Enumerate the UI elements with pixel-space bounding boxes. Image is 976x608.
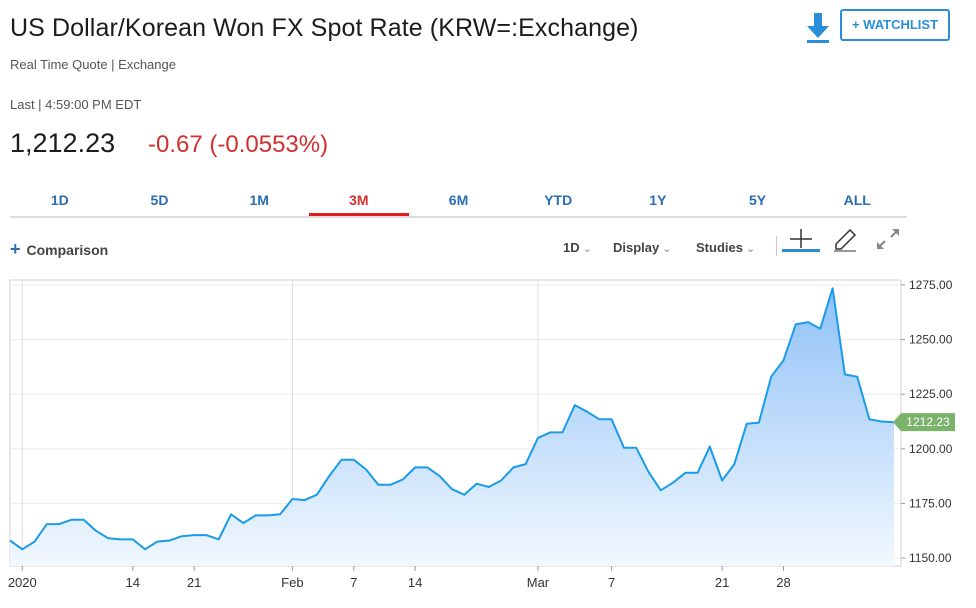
watchlist-button[interactable]: + WATCHLIST xyxy=(840,9,950,41)
x-tick-label: 14 xyxy=(126,575,140,590)
y-tick-label: 1150.00 xyxy=(909,551,952,565)
tab-1y[interactable]: 1Y xyxy=(649,192,667,208)
price-chart[interactable]: 1150.00 1175.00 1200.00 1225.00 1250.00 1275.… xyxy=(0,270,976,608)
y-tick-label: 1250.00 xyxy=(909,333,953,347)
interval-label: 1D xyxy=(563,240,580,255)
range-tabs: 1D 5D 1M 3M 6M YTD 1Y 5Y ALL xyxy=(10,186,907,218)
x-tick-label: 28 xyxy=(776,575,790,590)
x-tick-label: 21 xyxy=(187,575,201,590)
expand-icon[interactable] xyxy=(874,226,910,254)
page-title: US Dollar/Korean Won FX Spot Rate (KRW=:… xyxy=(10,14,639,42)
tab-3m[interactable]: 3M xyxy=(309,186,409,216)
y-tick-label: 1200.00 xyxy=(909,442,953,456)
comparison-label: Comparison xyxy=(26,242,109,258)
download-arrow-glyph xyxy=(807,13,829,43)
price-area xyxy=(10,288,894,566)
price-line xyxy=(9,287,895,551)
tab-6m[interactable]: 6M xyxy=(448,192,469,208)
last-price: 1,212.23 xyxy=(10,128,116,158)
display-dropdown[interactable]: Display ⌄ xyxy=(613,240,671,255)
chevron-down-icon: ⌄ xyxy=(582,243,592,255)
plus-icon: + xyxy=(10,239,21,259)
quote-source: Real Time Quote | Exchange xyxy=(10,57,176,72)
x-tick-label: 7 xyxy=(350,575,357,590)
expand-glyph xyxy=(877,229,899,249)
download-icon[interactable] xyxy=(804,12,832,44)
crosshair-glyph xyxy=(782,229,820,252)
x-tick-label: 7 xyxy=(608,575,615,590)
x-tick-label: Feb xyxy=(281,575,303,590)
last-value-label: 1212.23 xyxy=(906,415,950,429)
pencil-icon[interactable] xyxy=(830,226,866,254)
tab-5y[interactable]: 5Y xyxy=(748,192,767,208)
x-tick-label: Mar xyxy=(527,575,550,590)
tab-1d[interactable]: 1D xyxy=(50,192,69,208)
y-tick-label: 1225.00 xyxy=(909,387,953,401)
x-tick-label: 21 xyxy=(715,575,729,590)
price-change: -0.67 (-0.0553%) xyxy=(148,131,329,158)
toolbar-divider xyxy=(776,236,777,256)
last-update-time: Last | 4:59:00 PM EDT xyxy=(10,97,142,112)
tab-all[interactable]: ALL xyxy=(843,192,871,208)
chevron-down-icon: ⌄ xyxy=(662,243,672,255)
crosshair-icon[interactable] xyxy=(782,226,820,254)
y-tick-label: 1275.00 xyxy=(909,278,953,292)
y-tick-label: 1175.00 xyxy=(909,496,952,510)
pencil-glyph xyxy=(834,228,857,252)
last-value-badge xyxy=(893,413,955,432)
tab-1m[interactable]: 1M xyxy=(249,192,269,208)
tab-5d[interactable]: 5D xyxy=(150,192,169,208)
comparison-button[interactable]: + Comparison xyxy=(10,239,108,260)
tab-ytd[interactable]: YTD xyxy=(544,192,573,208)
studies-label: Studies xyxy=(696,240,743,255)
x-tick-label: 14 xyxy=(408,575,422,590)
chevron-down-icon: ⌄ xyxy=(745,243,756,255)
interval-dropdown[interactable]: 1D ⌄ xyxy=(563,240,592,255)
studies-dropdown[interactable]: Studies ⌄ xyxy=(696,240,755,255)
display-label: Display xyxy=(613,240,660,255)
x-tick-label: 2020 xyxy=(8,575,37,590)
